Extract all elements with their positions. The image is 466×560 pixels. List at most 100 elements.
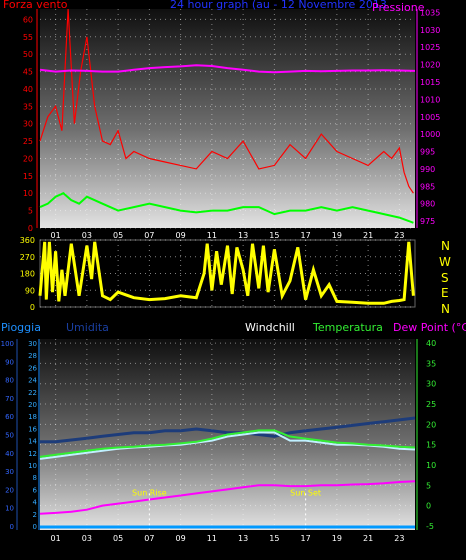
time-tick-label: 07 <box>144 534 154 543</box>
temp-tick-label: 20 <box>426 420 436 429</box>
wind-title: Forza vento <box>3 0 68 11</box>
direction-tick-label: 0 <box>30 303 35 312</box>
pressure-tick-label: 1010 <box>420 95 440 104</box>
series-line-pressione <box>39 64 416 74</box>
pressure-tick-label: 995 <box>420 148 435 157</box>
humidity-tick-label: 20 <box>5 486 14 494</box>
dir-e: E <box>441 286 449 300</box>
time-tick-label: 05 <box>113 534 123 543</box>
wind-tick-label: 20 <box>23 154 33 163</box>
pressure-tick-label: 1000 <box>420 130 440 139</box>
time-tick-label: 07 <box>144 231 154 240</box>
sun-marker-label: Sun Set <box>290 488 321 497</box>
wind-tick-label: 0 <box>28 224 33 233</box>
sun-marker-label: Sun Rise <box>132 488 167 497</box>
time-tick-label: 13 <box>238 534 248 543</box>
wind-tick-label: 5 <box>28 207 33 216</box>
time-tick-label: 15 <box>269 231 279 240</box>
wind-direction-line <box>38 241 415 305</box>
wind-tick-label: 25 <box>23 137 33 146</box>
humidity-tick-label: 60 <box>5 413 14 421</box>
rain-tick-label: 24 <box>28 377 37 385</box>
humidity-tick-label: 50 <box>5 432 14 440</box>
pressure-tick-label: 1020 <box>420 61 440 70</box>
rain-tick-label: 2 <box>33 511 37 519</box>
temp-tick-label: 0 <box>426 502 431 511</box>
wind-grid <box>36 9 418 229</box>
time-tick-label: 01 <box>51 534 61 543</box>
temp-tick-label: 25 <box>426 400 436 409</box>
legend-dewpoint: Dew Point (°C) <box>393 321 466 334</box>
time-tick-label: 23 <box>394 534 404 543</box>
rain-tick-label: 16 <box>28 425 37 433</box>
rain-tick-label: 26 <box>28 364 37 372</box>
wind-tick-label: 15 <box>23 172 33 181</box>
temp-tick-label: 40 <box>426 339 436 348</box>
rain-tick-label: 14 <box>28 438 37 446</box>
direction-tick-label: 90 <box>25 286 35 295</box>
rain-tick-label: 6 <box>33 486 38 494</box>
dir-s: S <box>441 271 449 285</box>
wind-tick-label: 10 <box>23 189 33 198</box>
legend-umidita: Umidita <box>66 321 109 334</box>
pressure-title: Pressione <box>372 1 425 14</box>
direction-series <box>38 241 415 305</box>
humidity-tick-label: 80 <box>5 377 14 385</box>
rain-tick-label: 20 <box>28 401 37 409</box>
rain-tick-label: 0 <box>33 523 37 531</box>
humidity-tick-label: 0 <box>10 523 14 531</box>
legend-temperatura: Temperatura <box>312 321 383 334</box>
rain-tick-label: 30 <box>28 340 37 348</box>
temp-tick-label: -5 <box>426 522 434 531</box>
wind-tick-label: 50 <box>23 50 33 59</box>
series-line-wind-avg <box>39 192 414 224</box>
pressure-tick-label: 1025 <box>420 43 440 52</box>
time-tick-label: 17 <box>301 231 311 240</box>
graph-title: 24 hour graph (au - 12 Novembre 2013 <box>170 0 387 11</box>
series-line-temperatura <box>39 429 416 458</box>
rain-tick-label: 10 <box>28 462 37 470</box>
time-tick-label: 15 <box>269 534 279 543</box>
legend-windchill: Windchill <box>245 321 295 334</box>
pressure-tick-label: 1035 <box>420 8 440 17</box>
pressure-tick-label: 1015 <box>420 78 440 87</box>
series-line-forza-vento <box>39 8 414 194</box>
time-tick-label: 03 <box>82 534 92 543</box>
time-tick-label: 21 <box>363 231 373 240</box>
direction-tick-label: 180 <box>20 270 35 279</box>
dir-n2: N <box>441 302 450 316</box>
time-tick-label: 23 <box>394 231 404 240</box>
temp-tick-label: 5 <box>426 481 431 490</box>
rain-tick-label: 28 <box>28 352 37 360</box>
rain-tick-label: 12 <box>28 450 37 458</box>
humidity-tick-label: 30 <box>5 468 14 476</box>
wind-series <box>39 8 416 224</box>
time-tick-label: 19 <box>332 231 342 240</box>
rain-tick-label: 8 <box>33 474 37 482</box>
wind-tick-label: 45 <box>23 68 33 77</box>
humidity-tick-label: 40 <box>5 450 14 458</box>
wind-tick-label: 30 <box>23 120 33 129</box>
direction-tick-label: 270 <box>20 253 35 262</box>
pressure-tick-label: 1030 <box>420 26 440 35</box>
legend-pioggia: Pioggia <box>1 321 41 334</box>
humidity-tick-label: 100 <box>1 340 14 348</box>
pressure-tick-label: 980 <box>420 200 435 209</box>
rain-tick-label: 18 <box>28 413 37 421</box>
wind-tick-label: 55 <box>23 33 33 42</box>
pressure-tick-label: 1005 <box>420 113 440 122</box>
time-tick-label: 17 <box>301 534 311 543</box>
time-tick-label: 01 <box>51 231 61 240</box>
wind-tick-label: 40 <box>23 85 33 94</box>
temp-tick-label: 35 <box>426 359 436 368</box>
time-tick-label: 09 <box>176 231 186 240</box>
temp-tick-label: 10 <box>426 461 436 470</box>
dir-n1: N <box>441 239 450 253</box>
time-tick-label: 09 <box>176 534 186 543</box>
temp-series: Sun Rise Sun Set <box>39 416 416 530</box>
time-tick-label: 13 <box>238 231 248 240</box>
wind-tick-label: 35 <box>23 102 33 111</box>
wind-tick-label: 60 <box>23 15 33 24</box>
